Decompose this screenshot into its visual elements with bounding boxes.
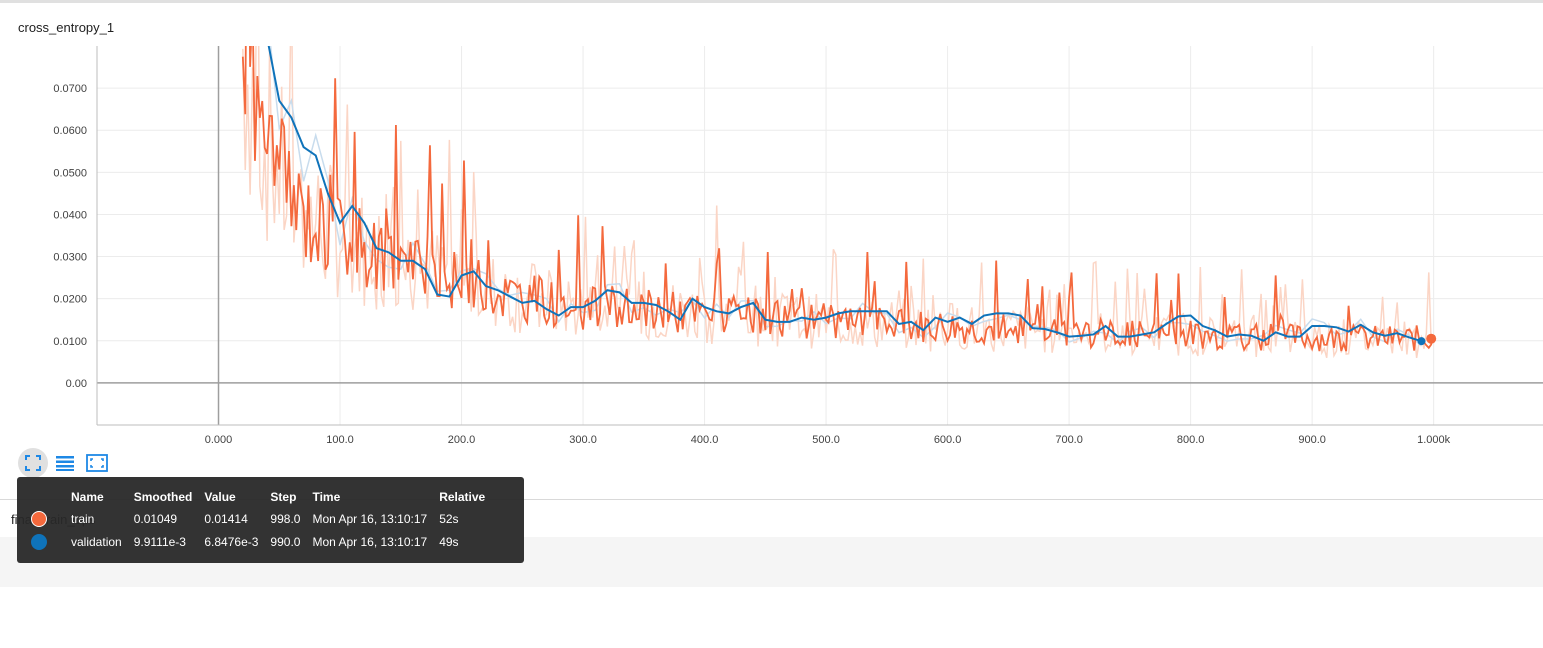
y-tick-label: 0.0500 (53, 167, 87, 179)
row-value: 6.8476e-3 (204, 534, 259, 549)
row-time: Mon Apr 16, 13:10:17 (312, 511, 428, 526)
row-name: validation (71, 534, 122, 549)
validation-raw-line (269, 46, 1422, 347)
top-divider (0, 0, 1543, 3)
x-tick-label: 800.0 (1177, 434, 1205, 446)
x-tick-label: 0.000 (205, 434, 233, 446)
x-tick-label: 100.0 (326, 434, 354, 446)
fullscreen-button[interactable] (18, 448, 48, 478)
row-relative: 49s (439, 534, 459, 549)
x-tick-label: 600.0 (934, 434, 962, 446)
col-header-relative: Relative (439, 490, 486, 504)
row-smoothed: 0.01049 (133, 511, 178, 526)
col-header-name: Name (71, 490, 104, 504)
train-hover-point (1426, 333, 1437, 344)
row-smoothed: 9.9111e-3 (133, 534, 186, 549)
col-header-smoothed: Smoothed (133, 490, 193, 504)
y-tick-label: 0.0700 (53, 83, 87, 95)
data-tooltip: Name Smoothed Value Step Time Relative t… (17, 477, 524, 563)
fit-domain-icon (86, 454, 108, 472)
y-tick-label: 0.0300 (53, 252, 87, 264)
fullscreen-icon (25, 455, 41, 471)
x-tick-label: 700.0 (1055, 434, 1083, 446)
tooltip-table: Name Smoothed Value Step Time Relative t… (25, 487, 491, 553)
row-relative: 52s (439, 511, 459, 526)
x-tick-label: 500.0 (812, 434, 840, 446)
table-row: train 0.01049 0.01414 998.0 Mon Apr 16, … (25, 507, 491, 530)
y-tick-label: 0.00 (66, 378, 87, 390)
row-step: 998.0 (270, 511, 301, 526)
x-tick-label: 200.0 (448, 434, 476, 446)
row-name: train (71, 511, 95, 526)
row-time: Mon Apr 16, 13:10:17 (312, 534, 428, 549)
table-row: validation 9.9111e-3 6.8476e-3 990.0 Mon… (25, 530, 491, 553)
train-raw-line (242, 46, 1432, 359)
row-step: 990.0 (270, 534, 301, 549)
col-header-time: Time (312, 490, 341, 504)
chart-svg[interactable]: 0.000 100.0 200.0 300.0 400.0 500.0 600.0 700.0… (0, 0, 1543, 448)
x-tick-label: 400.0 (691, 434, 719, 446)
tooltip-header-row: Name Smoothed Value Step Time Relative (25, 487, 491, 507)
validation-hover-point (1417, 337, 1426, 346)
fit-domain-button[interactable] (82, 448, 112, 478)
list-icon (56, 456, 74, 471)
col-header-value: Value (204, 490, 236, 504)
validation-series-line (267, 46, 1422, 343)
y-tick-label: 0.0200 (53, 294, 87, 306)
y-tick-label: 0.0600 (53, 125, 87, 137)
train-series-line (241, 46, 1433, 353)
x-tick-label: 1.000k (1417, 434, 1451, 446)
train-color-swatch (31, 510, 47, 527)
log-scale-button[interactable] (50, 448, 80, 478)
y-tick-label: 0.0100 (53, 336, 87, 348)
y-tick-label: 0.0400 (53, 209, 87, 221)
col-header-step: Step (270, 490, 297, 504)
row-value: 0.01414 (204, 511, 248, 526)
x-tick-label: 300.0 (569, 434, 597, 446)
chart-card-title: cross_entropy_1 (18, 20, 115, 35)
validation-color-swatch (31, 533, 47, 550)
x-tick-label: 900.0 (1298, 434, 1326, 446)
